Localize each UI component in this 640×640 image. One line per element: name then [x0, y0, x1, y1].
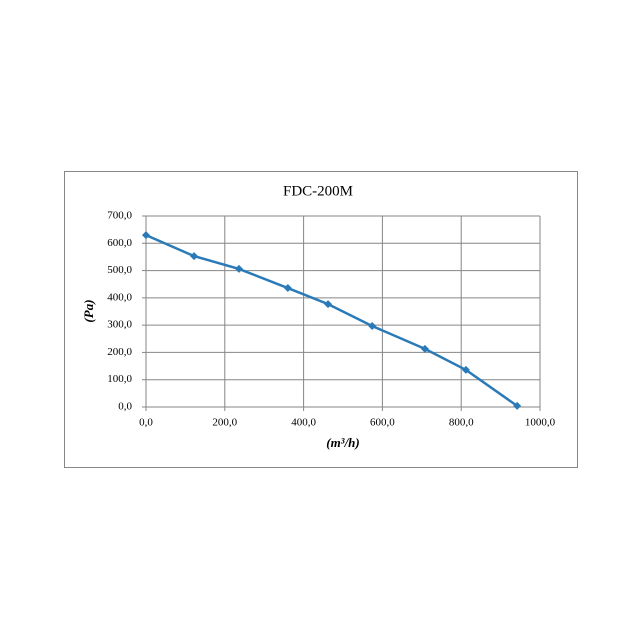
x-tick-label: 0,0: [139, 417, 153, 429]
x-axis-label: (m³/h): [326, 435, 360, 450]
data-point: [461, 365, 470, 374]
x-tick-label: 400,0: [291, 417, 316, 429]
data-point: [513, 401, 522, 410]
y-tick-label: 500,0: [107, 264, 132, 276]
y-tick-label: 200,0: [107, 346, 132, 358]
y-axis-label: (Pa): [81, 299, 96, 322]
x-tick-label: 600,0: [370, 417, 395, 429]
y-tick-label: 600,0: [107, 237, 132, 249]
chart-frame: [64, 171, 578, 468]
y-tick-label: 300,0: [107, 319, 132, 331]
y-tick-label: 400,0: [107, 291, 132, 303]
data-point: [283, 284, 292, 293]
data-point: [142, 231, 150, 240]
data-point: [368, 321, 377, 330]
x-tick-label: 800,0: [449, 417, 474, 429]
data-point: [234, 264, 243, 273]
y-tick-label: 100,0: [107, 373, 132, 385]
data-point: [420, 344, 429, 353]
data-point: [190, 252, 199, 261]
x-tick-label: 200,0: [212, 417, 237, 429]
x-tick-label: 1000,0: [525, 417, 556, 429]
data-point: [324, 300, 333, 309]
y-tick-label: 0,0: [118, 401, 132, 413]
chart-title: FDC-200M: [283, 183, 353, 199]
y-tick-label: 700,0: [107, 210, 132, 222]
